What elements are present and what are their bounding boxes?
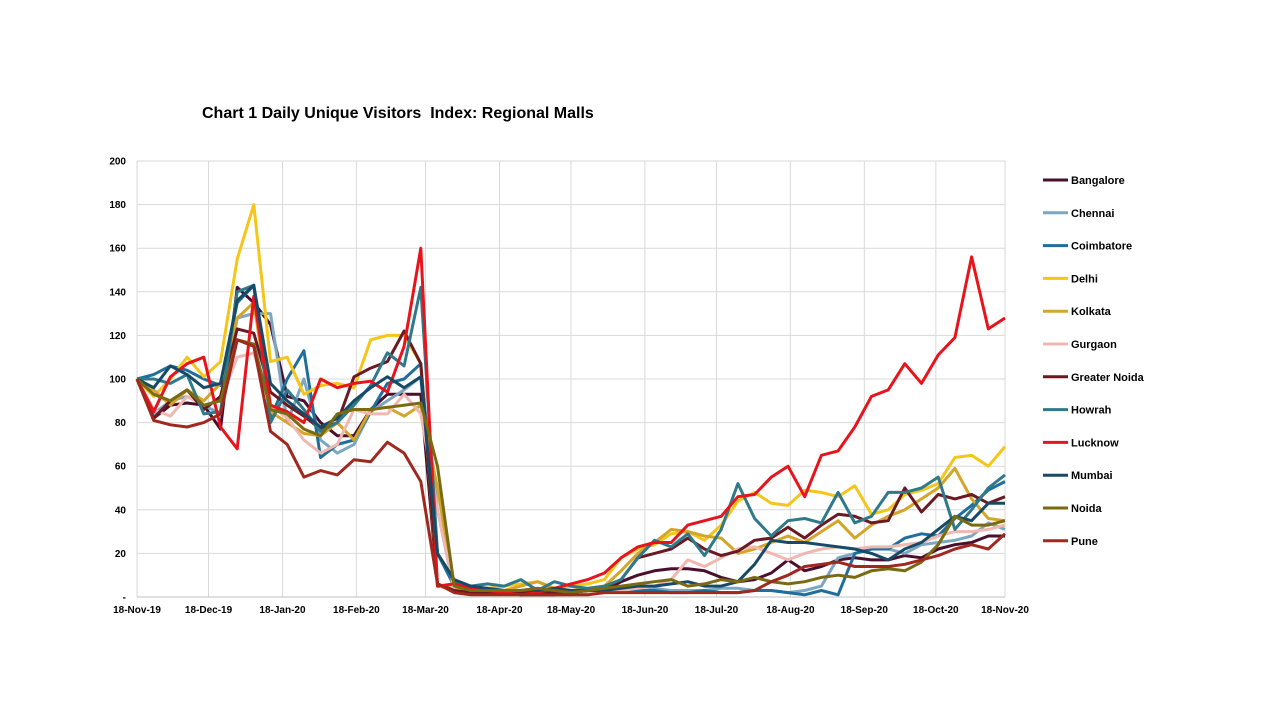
y-tick-label: 100 <box>109 375 126 386</box>
y-tick-label: 40 <box>115 505 127 516</box>
legend-label: Noida <box>1071 503 1102 515</box>
y-tick-label: 20 <box>115 549 127 560</box>
series-line-mumbai <box>136 283 1005 592</box>
y-tick-label: 60 <box>115 462 127 473</box>
y-tick-label: 180 <box>109 200 126 211</box>
series-line-pune <box>135 338 1007 597</box>
legend-item: Mumbai <box>1043 470 1113 482</box>
x-tick-label: 18-Jan-20 <box>259 605 306 616</box>
legend-item: Bangalore <box>1043 175 1125 187</box>
legend-item: Kolkata <box>1043 306 1112 318</box>
legend-item: Noida <box>1043 503 1102 515</box>
legend-item: Delhi <box>1043 273 1098 285</box>
y-tick-label: 120 <box>109 331 126 342</box>
legend-item: Lucknow <box>1043 437 1119 449</box>
x-tick-label: 18-Nov-20 <box>981 605 1029 616</box>
legend-item: Chennai <box>1043 208 1114 220</box>
legend-label: Gurgaon <box>1071 339 1117 351</box>
series-line-lucknow <box>135 246 1006 597</box>
legend-label: Kolkata <box>1071 306 1112 318</box>
legend-label: Mumbai <box>1071 470 1113 482</box>
x-tick-label: 18-Aug-20 <box>766 605 815 616</box>
x-tick-label: 18-Jun-20 <box>622 605 669 616</box>
x-tick-label: 18-May-20 <box>547 605 596 616</box>
x-tick-label: 18-Oct-20 <box>913 605 959 616</box>
series-line-noida <box>135 338 1006 595</box>
legend-item: Greater Noida <box>1043 372 1145 384</box>
y-tick-label: 200 <box>109 157 126 168</box>
legend-item: Howrah <box>1043 405 1112 417</box>
legend-label: Pune <box>1071 536 1098 548</box>
x-tick-label: 18-Mar-20 <box>402 605 449 616</box>
x-tick-label: 18-Dec-19 <box>185 605 233 616</box>
series-line-howrah <box>137 283 1006 592</box>
legend-item: Pune <box>1043 536 1098 548</box>
legend-label: Delhi <box>1071 273 1098 285</box>
legend-item: Gurgaon <box>1043 339 1117 351</box>
chart-title: Chart 1 Daily Unique Visitors Index: Reg… <box>202 105 594 122</box>
legend-label: Coimbatore <box>1071 241 1132 253</box>
legend-item: Coimbatore <box>1043 241 1132 253</box>
x-tick-label: 18-Apr-20 <box>476 605 523 616</box>
legend-label: Bangalore <box>1071 175 1125 187</box>
legend-label: Lucknow <box>1071 437 1119 449</box>
x-tick-label: 18-Nov-19 <box>113 605 161 616</box>
y-tick-label: 80 <box>115 418 127 429</box>
x-tick-label: 18-Feb-20 <box>333 605 380 616</box>
y-tick-label: 160 <box>109 244 126 255</box>
y-tick-label: - <box>123 593 126 604</box>
x-tick-label: 18-Sep-20 <box>841 605 889 616</box>
x-tick-label: 18-Jul-20 <box>695 605 739 616</box>
legend-label: Chennai <box>1071 208 1114 220</box>
y-tick-label: 140 <box>109 287 126 298</box>
legend-label: Greater Noida <box>1071 372 1145 384</box>
legend-label: Howrah <box>1071 405 1112 417</box>
